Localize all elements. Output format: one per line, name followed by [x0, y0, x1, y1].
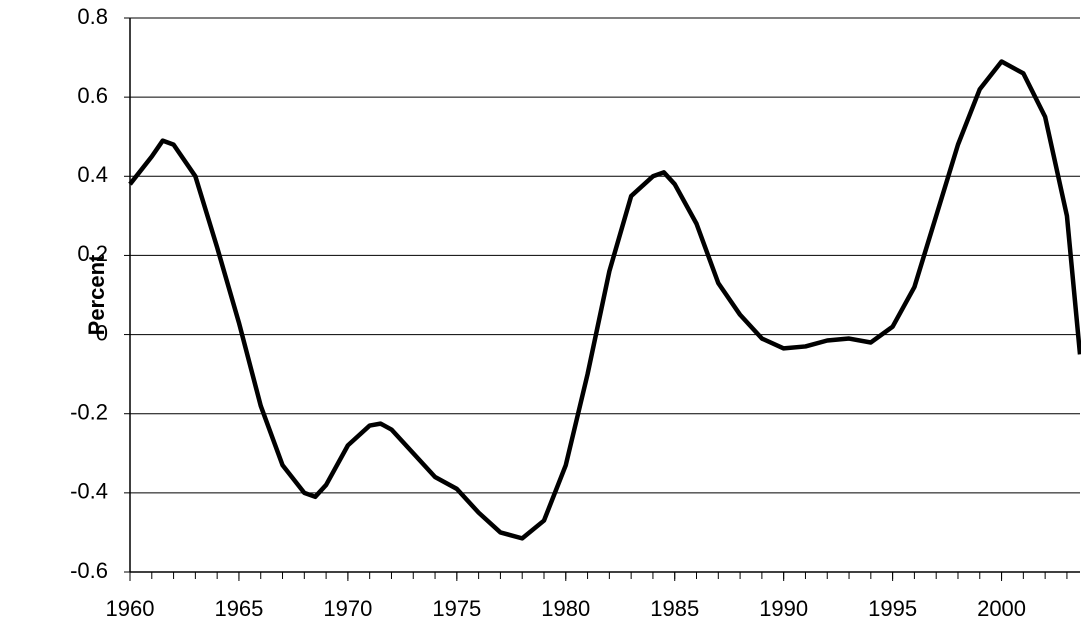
x-tick-label: 1985: [650, 596, 699, 621]
x-tick-label: 1960: [106, 596, 155, 621]
y-axis-label: Percent: [84, 254, 109, 335]
y-tick-label: 0.8: [77, 4, 108, 29]
x-tick-label: 1965: [214, 596, 263, 621]
y-tick-label: 0.6: [77, 83, 108, 108]
x-tick-label: 1980: [541, 596, 590, 621]
x-tick-label: 1990: [759, 596, 808, 621]
x-tick-label: 1995: [868, 596, 917, 621]
y-tick-label: -0.2: [70, 400, 108, 425]
y-tick-label: 0.2: [77, 241, 108, 266]
x-tick-label: 1970: [323, 596, 372, 621]
y-tick-label: -0.4: [70, 479, 108, 504]
data-line: [128, 59, 1081, 541]
x-tick-label: 2000: [977, 596, 1026, 621]
y-tick-label: 0: [96, 320, 108, 345]
x-tick-label: 1975: [432, 596, 481, 621]
y-tick-label: -0.6: [70, 558, 108, 583]
y-tick-label: 0.4: [77, 162, 108, 187]
